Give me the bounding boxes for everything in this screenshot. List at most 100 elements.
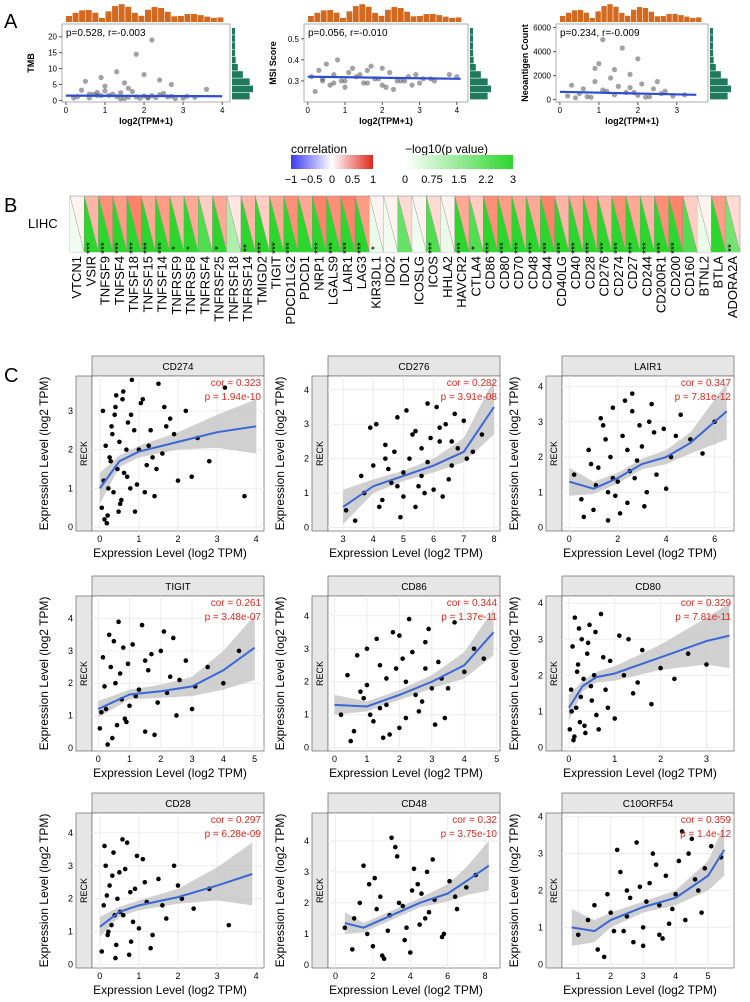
y-tick-label: 2 — [538, 886, 543, 896]
x-tick-label: 5 — [706, 971, 711, 981]
data-point — [425, 401, 430, 406]
gene-title: CD28 — [165, 799, 191, 810]
cell-diagonal — [112, 195, 128, 253]
x-tick-label: 1 — [136, 534, 141, 544]
top-histogram-bar — [631, 9, 637, 22]
cell-diagonal — [411, 195, 427, 253]
data-point — [377, 662, 383, 668]
x-axis-label: log2(TPM+1) — [605, 116, 659, 126]
correlation-legend-tick: 0 — [329, 174, 335, 186]
data-point — [138, 400, 144, 406]
data-point — [608, 454, 613, 460]
data-point — [108, 458, 114, 464]
top-histogram-bar — [346, 11, 353, 22]
data-point — [600, 37, 606, 43]
gene-label: TNFRSF9 — [169, 256, 184, 315]
x-tick-label: 0 — [558, 106, 563, 115]
data-point — [203, 86, 210, 92]
data-point — [338, 78, 344, 84]
data-point — [354, 653, 360, 658]
y-tick-label: 4 — [538, 382, 543, 392]
data-point — [379, 82, 385, 88]
gene-label: PDCD1LG2 — [283, 256, 298, 325]
data-point — [635, 680, 640, 685]
panel-b: B correlation −1 −0.5 0 0.5 1 −log10(p value) 0… — [4, 142, 741, 325]
y-tick-label: 2 — [68, 678, 73, 688]
data-point — [189, 474, 194, 480]
data-point — [574, 669, 580, 674]
data-point — [588, 683, 594, 689]
x-tick-label: 4 — [664, 534, 669, 544]
cell-diagonal — [654, 195, 669, 253]
gene-label: HHLA2 — [440, 256, 455, 298]
data-point — [396, 900, 402, 906]
data-point — [419, 446, 424, 451]
data-point — [161, 629, 167, 634]
data-point — [700, 451, 705, 456]
data-point — [361, 80, 367, 86]
cell-diagonal — [468, 195, 484, 253]
data-point — [571, 737, 576, 743]
data-point — [464, 885, 469, 890]
cell-diagonal — [454, 195, 470, 253]
cell-diagonal — [269, 195, 285, 253]
y-tick-label: 6000 — [533, 24, 551, 33]
x-tick-label: 1 — [576, 971, 581, 981]
cell-diagonal — [668, 195, 684, 253]
data-point — [588, 461, 594, 467]
top-histogram-bar — [197, 15, 204, 22]
gene-label: LGALS9 — [326, 256, 341, 305]
heatmap-legends: correlation −1 −0.5 0 0.5 1 −log10(p value) 0 0.… — [285, 142, 516, 186]
data-point — [114, 69, 120, 75]
data-point — [158, 648, 164, 654]
data-point — [152, 493, 157, 499]
data-point — [331, 80, 337, 86]
pvalue-legend-tick: 2.2 — [478, 174, 493, 186]
p-annotation: p = 3.48e-07 — [205, 612, 262, 623]
top-histogram-bar — [327, 10, 334, 22]
y-tick-label: 1 — [68, 483, 73, 493]
data-point — [603, 687, 608, 693]
data-point — [637, 884, 643, 890]
top-histogram-bar — [696, 17, 702, 22]
cell-diagonal — [155, 195, 171, 253]
data-point — [342, 925, 348, 930]
data-point — [428, 435, 433, 441]
data-point — [601, 954, 607, 960]
y-tick-label: 2 — [538, 670, 543, 680]
x-axis-label: log2(TPM+1) — [119, 116, 173, 126]
cell-diagonal — [240, 195, 256, 253]
side-strip-label: RECK — [79, 878, 89, 903]
data-point — [175, 883, 181, 888]
data-point — [380, 735, 386, 741]
data-point — [585, 917, 591, 923]
data-point — [120, 912, 126, 918]
confidence-band — [99, 399, 257, 504]
data-point — [403, 679, 409, 685]
data-point — [471, 646, 477, 652]
top-histogram-bar — [85, 10, 92, 22]
lair1-scatter: LAIR1 RECK 0 1 2 3 4 0 2 4 6 cor = 0.347 p = 7.81e-1… — [507, 355, 735, 560]
data-point — [384, 676, 389, 681]
side-histogram-bar — [232, 35, 236, 42]
significance-stars: *** — [541, 242, 552, 254]
data-point — [683, 917, 688, 923]
side-histogram-bar — [232, 71, 243, 78]
y-axis-label: Expression Level (log2 TPM) — [507, 597, 521, 751]
gene-label: TNFRSF25 — [212, 256, 227, 322]
data-point — [132, 886, 138, 892]
x-tick-label: 6 — [431, 534, 436, 544]
significance-stars: *** — [556, 242, 567, 254]
side-histogram-bar — [232, 85, 253, 93]
data-point — [431, 487, 436, 492]
panel-a-letter: A — [4, 11, 18, 33]
x-tick-label: 1 — [612, 754, 617, 764]
data-point — [226, 922, 232, 928]
y-tick-label: 1 — [538, 487, 543, 497]
significance-stars: *** — [342, 242, 353, 254]
data-point — [592, 902, 597, 908]
correlation-legend-bar — [291, 155, 373, 169]
data-point — [393, 844, 398, 850]
data-point — [582, 723, 587, 729]
data-point — [146, 443, 151, 449]
